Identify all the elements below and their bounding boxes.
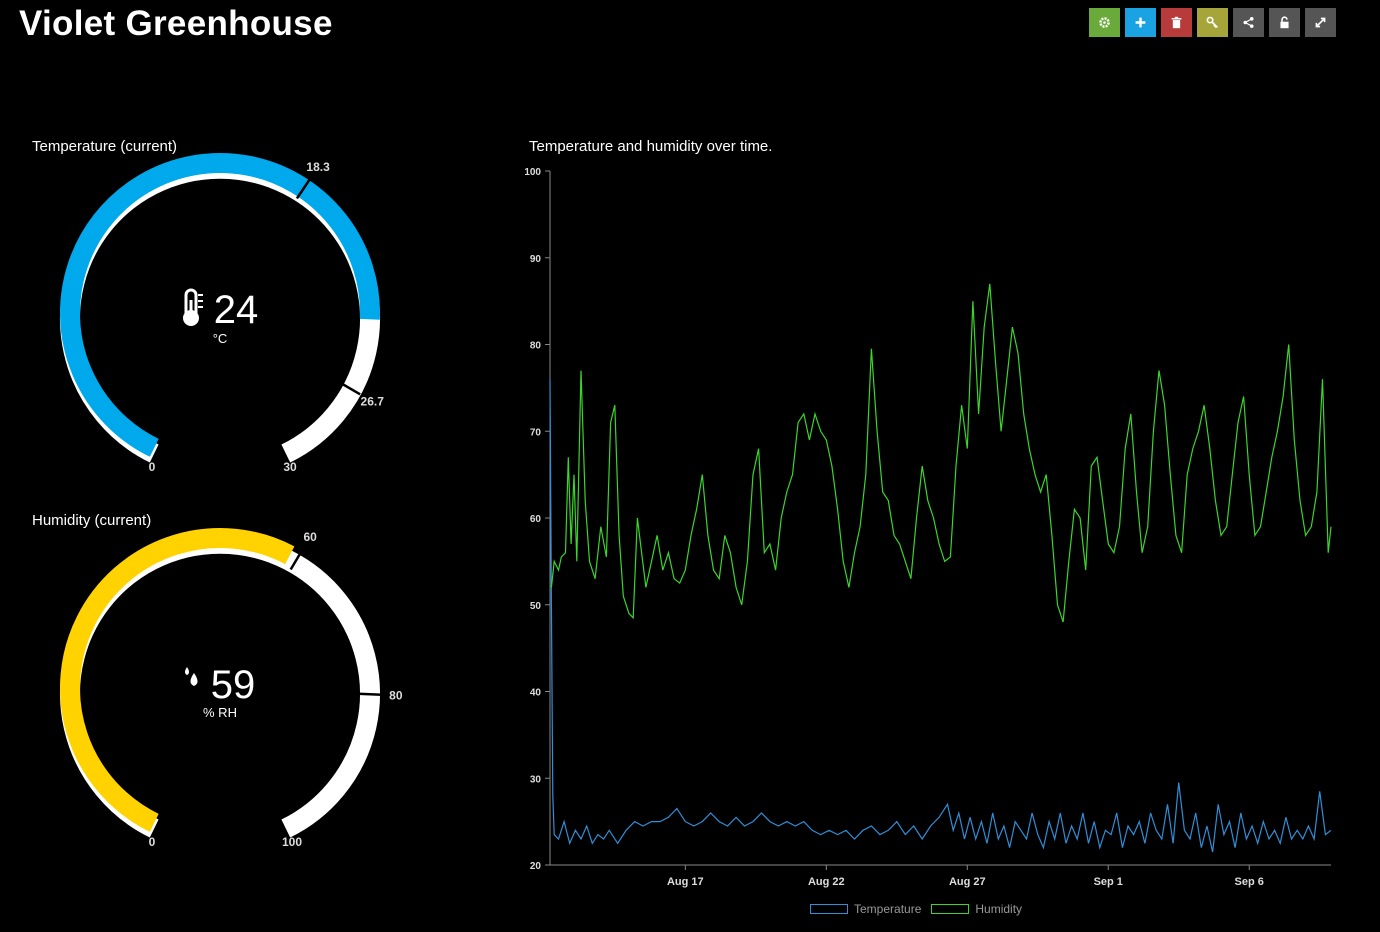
chart-title: Temperature and humidity over time.	[529, 138, 773, 155]
gear-icon	[1099, 17, 1110, 28]
y-tick-label: 70	[530, 427, 542, 438]
temperature-threshold-label-low: 18.3	[306, 160, 330, 174]
x-tick-label: Sep 6	[1235, 876, 1264, 888]
legend-swatch-humidity	[931, 904, 970, 914]
humidity-threshold-tick-high	[357, 692, 382, 697]
chart-legend: Temperature Humidity	[810, 902, 1022, 916]
humidity-max-label: 100	[282, 835, 302, 849]
delete-button[interactable]	[1161, 8, 1192, 37]
series-line-humidity	[550, 283, 1332, 623]
y-tick-label: 50	[530, 601, 542, 612]
humidity-unit: % RH	[203, 705, 237, 720]
series-line-temperature	[549, 379, 1332, 853]
humidity-threshold-tick-low	[289, 548, 305, 571]
y-tick-label: 80	[530, 341, 542, 352]
x-tick-label: Aug 17	[667, 876, 704, 888]
temperature-max-label: 30	[283, 460, 297, 474]
temperature-humidity-chart: 20 30 40 50 60 70 80 90 100 Aug 17 Aug 22 Aug 27 Sep…	[524, 167, 1332, 888]
humidity-threshold-label-low: 60	[303, 530, 317, 544]
key-button[interactable]	[1197, 8, 1228, 37]
settings-button[interactable]	[1089, 8, 1120, 37]
x-tick-label: Aug 27	[949, 876, 986, 888]
share-button[interactable]	[1233, 8, 1264, 37]
legend-label-temperature: Temperature	[854, 902, 922, 916]
droplets-icon	[185, 667, 198, 686]
humidity-min-label: 0	[149, 835, 156, 849]
y-tick-label: 20	[530, 861, 542, 872]
unlock-icon	[1280, 16, 1289, 29]
page-title: Violet Greenhouse	[19, 4, 333, 43]
dashboard-toolbar	[1089, 8, 1336, 37]
temperature-unit: °C	[213, 331, 228, 346]
legend-swatch-temperature	[810, 904, 848, 914]
add-button[interactable]	[1125, 8, 1156, 37]
legend-item-temperature[interactable]: Temperature	[810, 902, 921, 916]
expand-icon	[1315, 17, 1326, 28]
y-tick-label: 60	[530, 514, 542, 525]
temperature-gauge: 18.3 26.7 0 30 24 °C	[60, 153, 385, 474]
thermometer-icon	[183, 288, 203, 326]
y-tick-label: 40	[530, 688, 542, 699]
temperature-gauge-arc	[60, 153, 380, 457]
key-icon	[1206, 16, 1218, 29]
lock-button[interactable]	[1269, 8, 1300, 37]
humidity-value: 59	[211, 663, 256, 707]
humidity-gauge: 60 80 0 100 59 % RH	[60, 528, 403, 849]
humidity-gauge-arc	[60, 528, 295, 832]
temperature-threshold-tick-high	[338, 381, 361, 396]
trash-icon	[1171, 16, 1182, 29]
plus-icon	[1135, 17, 1146, 28]
humidity-threshold-label-high: 80	[389, 688, 403, 702]
fullscreen-button[interactable]	[1305, 8, 1336, 37]
legend-label-humidity: Humidity	[975, 902, 1023, 916]
y-tick-label: 30	[530, 774, 542, 785]
temperature-gauge-label: Temperature (current)	[32, 138, 178, 155]
y-tick-label: 90	[530, 254, 542, 265]
temperature-threshold-label-high: 26.7	[361, 394, 385, 408]
humidity-gauge-label: Humidity (current)	[32, 512, 152, 529]
temperature-value: 24	[214, 288, 259, 332]
share-icon	[1243, 17, 1254, 28]
temperature-threshold-tick-low	[295, 177, 312, 200]
temperature-min-label: 0	[149, 460, 156, 474]
legend-item-humidity[interactable]: Humidity	[931, 902, 1022, 916]
y-tick-label: 100	[524, 167, 541, 178]
x-tick-label: Sep 1	[1094, 876, 1123, 888]
x-tick-label: Aug 22	[808, 876, 845, 888]
